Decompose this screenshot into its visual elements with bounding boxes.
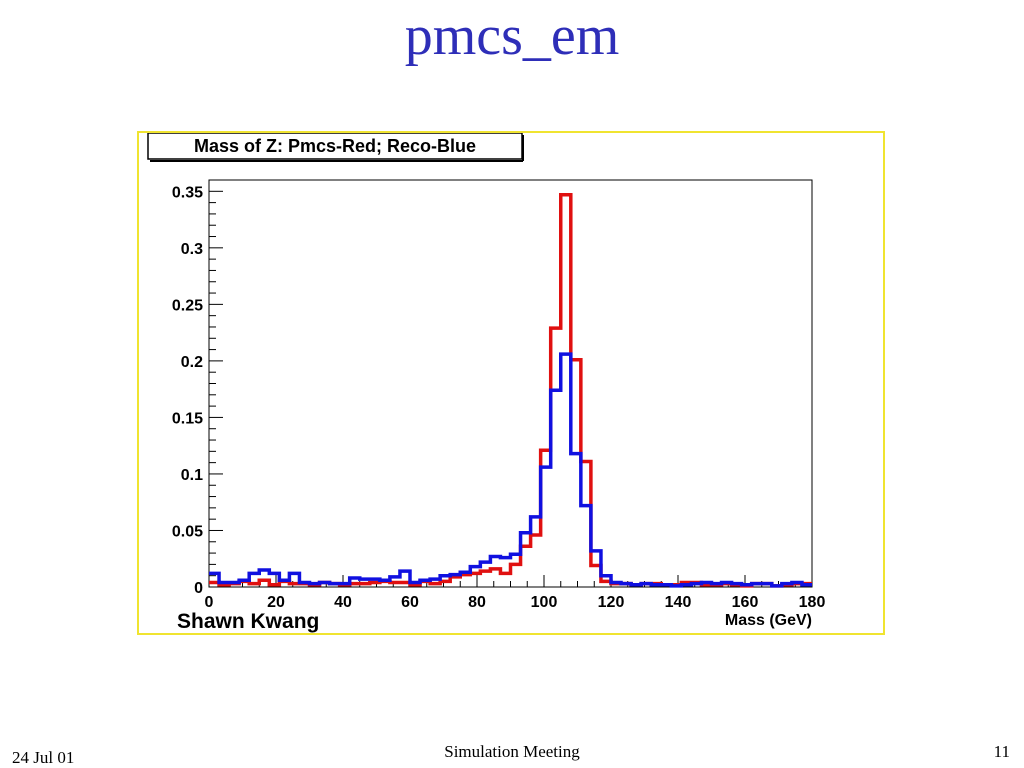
author-label: Shawn Kwang xyxy=(177,610,319,633)
y-tick-label: 0.35 xyxy=(172,184,203,201)
plot-frame: Mass of Z: Pmcs-Red; Reco-Blue 0 0.05 0.1 0… xyxy=(137,131,885,635)
y-tick-label: 0.3 xyxy=(181,241,203,258)
x-tick-label: 120 xyxy=(598,594,625,611)
x-tick-label: 160 xyxy=(732,594,759,611)
x-tick-label: 40 xyxy=(334,594,352,611)
y-tick-label: 0.15 xyxy=(172,410,203,427)
x-axis: 0 20 40 60 80 100 120 140 160 180 xyxy=(205,575,826,611)
histogram-title-box: Mass of Z: Pmcs-Red; Reco-Blue xyxy=(147,133,524,162)
footer-date: 24 Jul 01 xyxy=(12,748,75,767)
footer-center: Simulation Meeting xyxy=(444,742,580,761)
y-axis: 0 0.05 0.1 0.15 0.2 0.25 0.3 0.35 xyxy=(172,184,223,597)
plot-area xyxy=(208,179,813,588)
x-tick-label: 0 xyxy=(205,594,214,611)
y-tick-label: 0.1 xyxy=(181,467,203,484)
x-tick-label: 180 xyxy=(799,594,826,611)
x-tick-label: 60 xyxy=(401,594,419,611)
y-tick-label: 0.2 xyxy=(181,354,203,371)
footer-page-number: 11 xyxy=(993,742,1010,761)
histogram-title: Mass of Z: Pmcs-Red; Reco-Blue xyxy=(194,136,476,156)
y-tick-label: 0.25 xyxy=(172,297,203,314)
x-tick-label: 100 xyxy=(531,594,558,611)
series-layer xyxy=(209,192,812,588)
x-axis-label: Mass (GeV) xyxy=(725,612,812,629)
slide-title: pmcs_em xyxy=(404,5,620,67)
x-tick-label: 80 xyxy=(468,594,486,611)
y-tick-label: 0.05 xyxy=(172,523,203,540)
x-tick-label: 20 xyxy=(267,594,285,611)
series-reco-line xyxy=(209,352,812,588)
histogram-chart: Mass of Z: Pmcs-Red; Reco-Blue 00.050.10… xyxy=(147,133,826,633)
y-tick-label: 0 xyxy=(194,580,203,597)
x-tick-label: 140 xyxy=(665,594,692,611)
